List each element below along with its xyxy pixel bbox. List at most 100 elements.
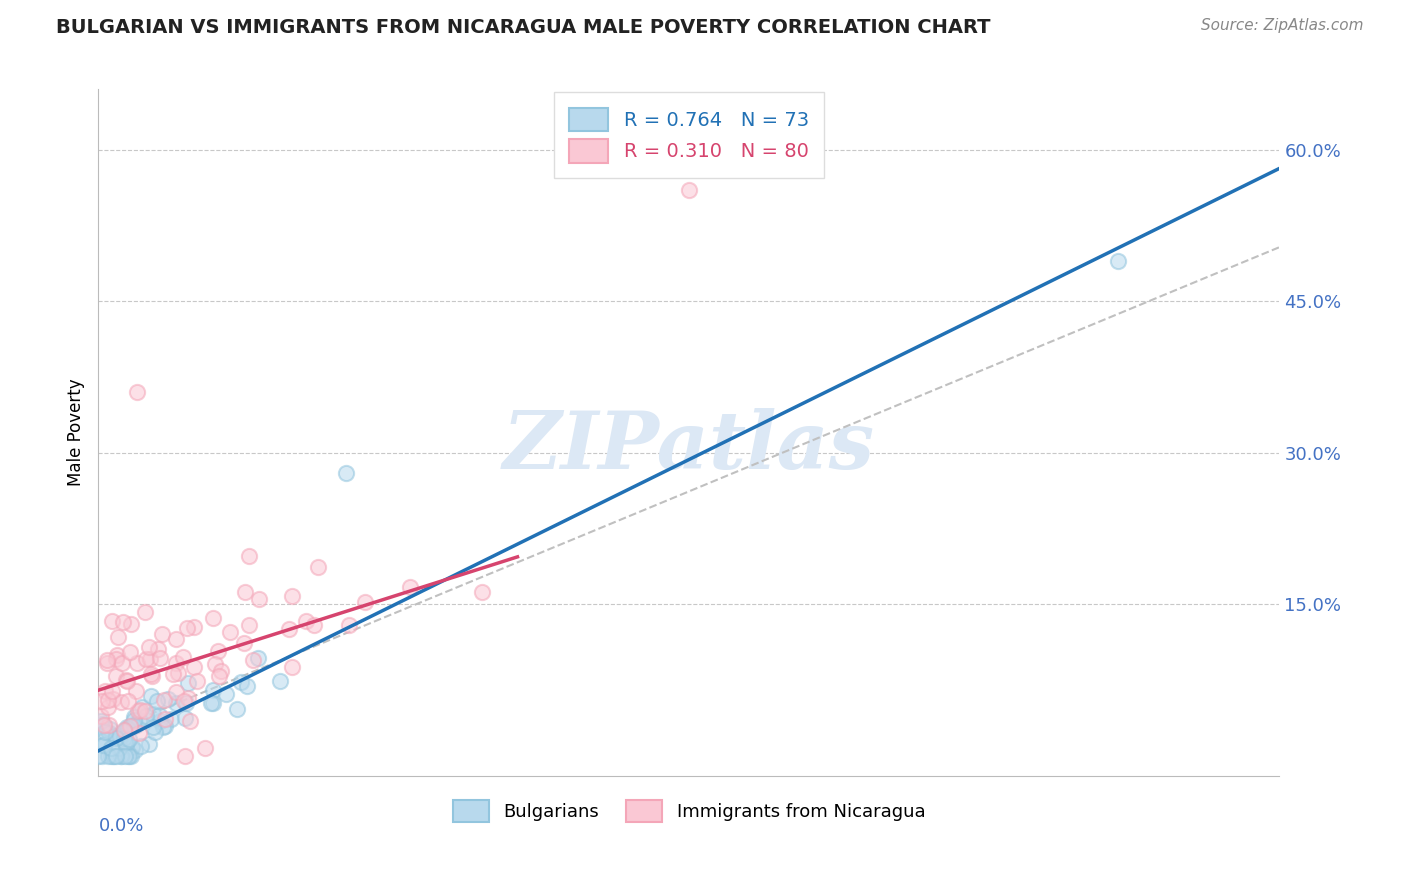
Point xyxy=(101,614,124,628)
Point xyxy=(110,695,132,709)
Point xyxy=(120,748,142,763)
Point xyxy=(128,703,150,717)
Point xyxy=(165,685,187,699)
Point xyxy=(201,611,224,625)
Point xyxy=(105,729,128,743)
Y-axis label: Male Poverty: Male Poverty xyxy=(66,379,84,486)
Text: Source: ZipAtlas.com: Source: ZipAtlas.com xyxy=(1201,18,1364,33)
Point xyxy=(118,748,141,763)
Point xyxy=(98,723,121,737)
Point xyxy=(112,723,135,738)
Point xyxy=(103,748,125,763)
Point xyxy=(105,651,128,665)
Point xyxy=(142,706,165,721)
Point xyxy=(107,630,129,644)
Text: BULGARIAN VS IMMIGRANTS FROM NICARAGUA MALE POVERTY CORRELATION CHART: BULGARIAN VS IMMIGRANTS FROM NICARAGUA M… xyxy=(56,18,991,37)
Point xyxy=(354,595,377,609)
Point xyxy=(108,740,131,755)
Point xyxy=(148,708,170,723)
Point xyxy=(91,716,114,731)
Point xyxy=(124,743,146,757)
Point xyxy=(138,640,160,654)
Point xyxy=(146,641,169,656)
Point xyxy=(247,592,270,607)
Point xyxy=(207,644,229,658)
Point xyxy=(142,720,165,734)
Point xyxy=(235,679,257,693)
Point xyxy=(138,737,160,751)
Point xyxy=(159,712,181,726)
Point xyxy=(91,748,114,763)
Point xyxy=(150,627,173,641)
Point xyxy=(471,584,494,599)
Point xyxy=(162,667,184,681)
Point xyxy=(281,589,304,603)
Point xyxy=(125,684,148,698)
Point xyxy=(117,748,139,763)
Point xyxy=(172,649,194,664)
Point xyxy=(176,621,198,635)
Point xyxy=(97,693,120,707)
Point xyxy=(110,748,132,763)
Point xyxy=(120,719,142,733)
Point xyxy=(128,725,150,739)
Point xyxy=(337,617,360,632)
Point xyxy=(177,676,200,690)
Point xyxy=(194,741,217,756)
Point xyxy=(103,691,125,706)
Point xyxy=(115,721,138,735)
Point xyxy=(114,748,136,763)
Point xyxy=(131,700,153,714)
Point xyxy=(208,669,231,683)
Point xyxy=(127,704,149,718)
Point xyxy=(143,725,166,739)
Point xyxy=(90,694,112,708)
Point xyxy=(122,719,145,733)
Point xyxy=(125,385,148,400)
Point xyxy=(281,660,304,674)
Point xyxy=(678,183,700,197)
Point xyxy=(87,748,110,763)
Point xyxy=(114,735,136,749)
Point xyxy=(117,722,139,736)
Point xyxy=(233,635,256,649)
Point xyxy=(98,726,121,740)
Point xyxy=(183,620,205,634)
Point xyxy=(111,615,134,630)
Point xyxy=(117,674,139,689)
Point xyxy=(179,714,201,729)
Point xyxy=(100,740,122,755)
Point xyxy=(105,731,128,746)
Point xyxy=(153,719,176,733)
Point xyxy=(110,729,132,743)
Point xyxy=(115,747,138,762)
Point xyxy=(112,723,135,738)
Point xyxy=(90,714,112,728)
Point xyxy=(97,700,120,714)
Point xyxy=(146,694,169,708)
Point xyxy=(139,652,162,666)
Point xyxy=(115,735,138,749)
Point xyxy=(139,667,162,681)
Point xyxy=(209,665,232,679)
Point xyxy=(155,712,177,726)
Point xyxy=(122,713,145,727)
Point xyxy=(165,696,187,710)
Point xyxy=(165,632,187,646)
Point xyxy=(128,713,150,727)
Point xyxy=(125,656,148,670)
Point xyxy=(122,709,145,723)
Point xyxy=(90,709,112,723)
Point xyxy=(247,651,270,665)
Point xyxy=(294,614,316,628)
Point xyxy=(118,732,141,747)
Point xyxy=(269,673,291,688)
Point xyxy=(149,714,172,729)
Point xyxy=(101,684,124,698)
Point xyxy=(94,737,117,751)
Point xyxy=(120,616,142,631)
Point xyxy=(141,668,163,682)
Point xyxy=(111,656,134,670)
Point xyxy=(242,653,264,667)
Point xyxy=(104,669,127,683)
